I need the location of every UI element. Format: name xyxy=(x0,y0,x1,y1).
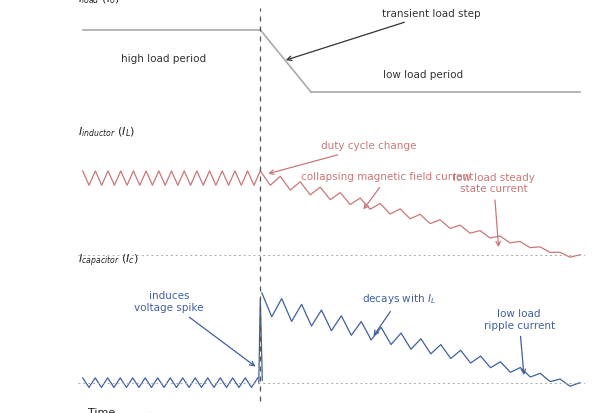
Text: induces
voltage spike: induces voltage spike xyxy=(134,291,254,366)
Text: transient load step: transient load step xyxy=(287,9,481,60)
Text: low load steady
state current: low load steady state current xyxy=(453,173,535,246)
Text: low load
ripple current: low load ripple current xyxy=(484,309,555,374)
Text: duty cycle change: duty cycle change xyxy=(269,141,417,174)
Text: decays with $I_L$: decays with $I_L$ xyxy=(362,292,436,335)
Text: high load period: high load period xyxy=(121,54,207,64)
Text: $I_{capacitor}$ $(I_c)$: $I_{capacitor}$ $(I_c)$ xyxy=(78,252,139,269)
Text: $I_{inductor}$ $(I_L)$: $I_{inductor}$ $(I_L)$ xyxy=(78,125,135,139)
Text: collapsing magnetic field current: collapsing magnetic field current xyxy=(301,173,473,208)
Text: low load period: low load period xyxy=(383,70,463,80)
Text: Time: Time xyxy=(88,408,155,413)
Text: $I_{load}$ $(I_o)$: $I_{load}$ $(I_o)$ xyxy=(78,0,119,6)
